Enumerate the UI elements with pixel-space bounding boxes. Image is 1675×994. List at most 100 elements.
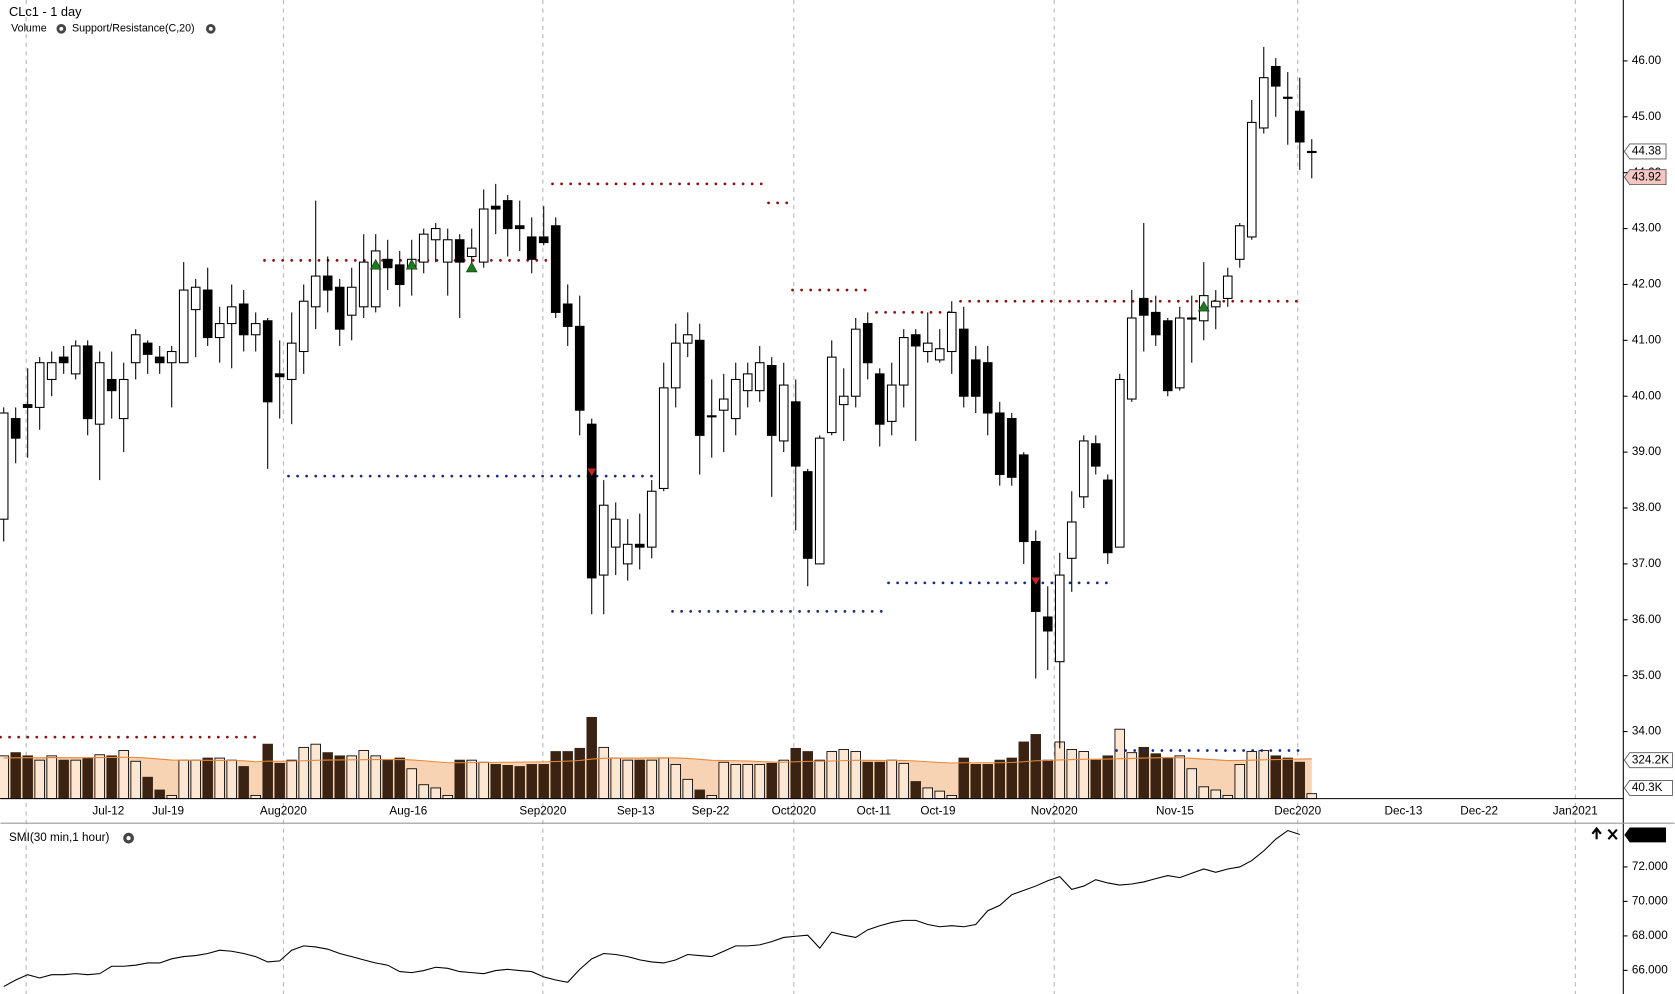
x-tick-label: Oct2020	[772, 805, 817, 818]
volume-bar	[70, 759, 81, 800]
sell-signal	[587, 468, 596, 476]
volume-bar	[370, 755, 381, 800]
volume-bar	[1174, 755, 1185, 800]
x-tick-label: Sep2020	[519, 805, 566, 818]
candle-body	[1030, 541, 1041, 612]
candle-body	[1174, 317, 1185, 389]
volume-bar	[1162, 757, 1173, 800]
candle-body	[514, 225, 525, 230]
volume-bar	[1270, 755, 1281, 800]
volume-bar	[994, 759, 1005, 800]
volume-bar	[1066, 749, 1077, 800]
candle-body	[382, 258, 393, 269]
y-tick-label: 45.00	[1632, 110, 1662, 123]
volume-bar	[934, 790, 945, 800]
candle-body	[58, 356, 69, 364]
settings-icon[interactable]	[56, 24, 67, 34]
x-tick-label: Nov2020	[1031, 805, 1078, 818]
volume-bar	[1054, 741, 1065, 800]
candle-body	[154, 356, 165, 364]
volume-bar	[502, 765, 513, 800]
volume-bar	[1234, 764, 1245, 800]
volume-bar	[154, 789, 165, 800]
volume-bar	[718, 761, 729, 800]
volume-bar	[970, 764, 981, 800]
volume-bar	[922, 787, 933, 800]
volume-bar	[238, 766, 249, 800]
volume-ma-line	[3, 756, 1312, 764]
candle-body	[778, 384, 789, 442]
candle-body	[874, 373, 885, 425]
volume-bar	[358, 750, 369, 800]
volume-bar	[1042, 759, 1053, 800]
y-tick-label: 36.00	[1632, 613, 1662, 626]
volume-bar	[1114, 728, 1125, 800]
volume-bar	[490, 764, 501, 800]
candle-body	[394, 264, 405, 285]
candle-body	[286, 342, 297, 381]
x-tick-label: Jan2021	[1553, 805, 1598, 818]
x-tick-label: Oct-19	[920, 805, 955, 818]
candle-body	[1078, 440, 1089, 498]
y-tick-label: 68.000	[1632, 929, 1668, 942]
move-up-button[interactable]	[1591, 826, 1602, 840]
candle-body	[790, 401, 801, 467]
candle-body	[970, 359, 981, 397]
candle-body	[238, 303, 249, 336]
volume-bar	[1018, 741, 1029, 800]
settings-icon[interactable]	[205, 24, 216, 34]
x-tick-label: Jul-19	[152, 805, 184, 818]
candle-body	[346, 286, 357, 316]
volume-bar	[10, 752, 21, 800]
volume-bar	[382, 759, 393, 800]
x-tick-label: Sep-13	[617, 805, 655, 818]
volume-bar	[178, 759, 189, 800]
volume-bar	[22, 755, 33, 800]
volume-bar	[538, 764, 549, 800]
x-tick-label: Oct-11	[857, 805, 891, 818]
candle-body	[742, 373, 753, 392]
candle-body	[1126, 317, 1137, 400]
volume-bar	[1282, 757, 1293, 800]
volume-bar	[430, 787, 441, 800]
volume-bar	[142, 776, 153, 800]
candle-body	[1102, 479, 1113, 554]
volume-bar	[1246, 751, 1257, 800]
volume-bar	[574, 747, 585, 800]
candle-body	[574, 325, 585, 411]
settings-icon[interactable]	[123, 832, 134, 844]
candle-body	[310, 275, 321, 308]
close-pane-button[interactable]	[1607, 828, 1618, 840]
price-layer	[0, 46, 1317, 752]
x-tick-label: Nov-15	[1156, 805, 1194, 818]
candle-body	[562, 303, 573, 327]
candle-body	[322, 275, 333, 291]
candle-body	[202, 289, 213, 339]
volume-bar	[286, 759, 297, 800]
candle-body	[670, 342, 681, 389]
indicator-label[interactable]: Support/Resistance(C,20)	[72, 23, 195, 35]
candle-body	[190, 286, 201, 311]
volume-bar	[838, 749, 849, 800]
candle-body	[862, 323, 873, 364]
candle-body	[430, 228, 441, 241]
volume-bar	[910, 781, 921, 800]
buy-signal	[465, 261, 478, 273]
candle-body	[718, 398, 729, 411]
candle-body	[550, 225, 561, 313]
volume-bar	[310, 743, 321, 800]
candle-body	[598, 504, 609, 576]
volume-bar	[406, 768, 417, 800]
volume-bar	[262, 743, 273, 800]
last-value-box	[1624, 827, 1667, 843]
volume-bar	[802, 751, 813, 800]
candle-body	[1114, 378, 1125, 548]
indicator-label[interactable]: Volume	[11, 23, 47, 35]
candle-body	[1090, 443, 1101, 467]
candle-body	[658, 387, 669, 489]
candle-body	[370, 250, 381, 308]
volume-bar	[1090, 759, 1101, 800]
volume-marker-box	[1623, 752, 1673, 769]
